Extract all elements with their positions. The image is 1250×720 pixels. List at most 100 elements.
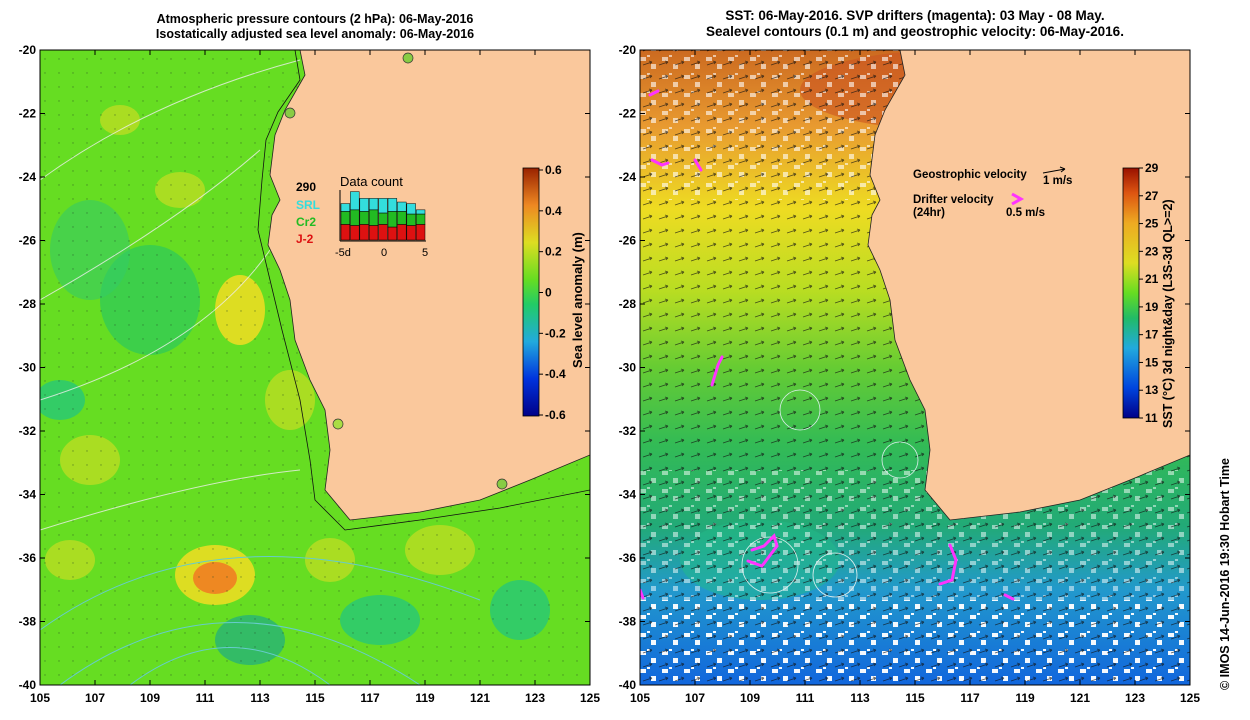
right-title: SST: 06-May-2016. SVP drifters (magenta)… <box>640 8 1190 40</box>
sst-colorbar-label: SST (°C) 3d night&day (L3S-3d QL>=2) <box>1161 199 1175 428</box>
count-bar-j2 <box>415 224 426 241</box>
right-lon-tick: 125 <box>1180 691 1200 705</box>
data-count-bars <box>340 191 426 241</box>
count-bar-srl <box>378 198 388 214</box>
axis-ticks: -20 -22 -24 -26 -28 -30 -32 -34 -36 -38 -40 105 107 1… <box>19 43 1201 705</box>
drifter-velocity-speed: 0.5 m/s <box>1006 207 1045 219</box>
left-title: Atmospheric pressure contours (2 hPa): 0… <box>40 12 590 42</box>
left-lat-tick: -20 <box>19 43 37 57</box>
geo-velocity-label: Geostrophic velocity <box>913 169 1027 181</box>
left-lat-tick: -36 <box>19 551 37 565</box>
count-bar-srl <box>368 198 379 211</box>
count-bar-j2 <box>387 226 398 241</box>
left-lat-tick: -32 <box>19 424 37 438</box>
sst-colorbar-tick: 29 <box>1145 161 1159 175</box>
sla-colorbar-tick: -0.2 <box>545 326 566 340</box>
sst-colorbar-tick: 13 <box>1145 383 1159 397</box>
left-lat-tick: -22 <box>19 107 37 121</box>
drifter-velocity-label: Drifter velocity <box>913 194 994 206</box>
sla-colorbar-label: Sea level anomaly (m) <box>570 232 585 368</box>
sla-colorbar-tick: -0.4 <box>545 367 566 381</box>
right-lon-tick: 107 <box>685 691 705 705</box>
geo-velocity-speed: 1 m/s <box>1043 175 1072 187</box>
right-lat-tick: -28 <box>619 297 637 311</box>
sst-map <box>640 50 1190 685</box>
right-lat-tick: -20 <box>619 43 637 57</box>
geo-velocity-arrow-icon <box>1042 166 1066 174</box>
count-bar-srl <box>397 201 407 212</box>
left-lon-tick: 107 <box>85 691 105 705</box>
count-bar-cr2 <box>406 213 416 226</box>
count-bar-j2 <box>378 224 388 241</box>
left-lat-tick: -28 <box>19 297 37 311</box>
right-lon-tick: 123 <box>1125 691 1145 705</box>
tide-gauge-marker <box>332 418 344 430</box>
legend-srl: SRL <box>296 198 320 212</box>
count-bar-srl <box>359 198 369 212</box>
count-bar-j2 <box>406 225 416 241</box>
tide-gauge-marker <box>402 52 414 64</box>
sla-colorbar-tick: 0.2 <box>545 245 562 259</box>
left-lon-tick: 109 <box>140 691 160 705</box>
right-lon-tick: 105 <box>630 691 650 705</box>
sst-colorbar-tick: 23 <box>1145 244 1159 258</box>
right-lat-tick: -22 <box>619 107 637 121</box>
count-bar-cr2 <box>397 211 407 225</box>
sst-colorbar: 29 27 25 23 21 19 17 15 13 11 SST (°C) 3d night&d… <box>1122 161 1175 428</box>
drifter-arrow-icon <box>1011 192 1025 206</box>
data-count-title: Data count <box>340 174 403 189</box>
left-lat-tick: -34 <box>19 488 37 502</box>
left-lon-tick: 115 <box>305 691 325 705</box>
right-lat-tick: -38 <box>619 615 637 629</box>
sla-colorbar: 0.6 0.4 0.2 0 -0.2 -0.4 -0.6 Sea level anomaly… <box>522 163 585 422</box>
data-count-max: 290 <box>296 180 316 194</box>
imos-credit: © IMOS 14-Jun-2016 19:30 Hobart Time <box>1218 458 1232 690</box>
count-bar-j2 <box>397 224 407 241</box>
right-lon-tick: 115 <box>905 691 925 705</box>
right-lat-tick: -32 <box>619 424 637 438</box>
count-bar-srl <box>387 198 398 212</box>
left-lon-tick: 117 <box>360 691 380 705</box>
drifter-velocity-sub: (24hr) <box>913 207 945 219</box>
count-bar-cr2 <box>340 211 351 225</box>
data-count-inset: 290 Data count SRL Cr2 J-2 -5d 0 5 <box>296 174 428 259</box>
velocity-legend: Geostrophic velocity 1 m/s Drifter veloc… <box>913 166 1072 219</box>
left-lon-tick: 113 <box>250 691 270 705</box>
right-title-line2: Sealevel contours (0.1 m) and geostrophi… <box>706 24 1124 39</box>
australia-land-right <box>867 50 1190 521</box>
count-tick-5: 5 <box>422 247 428 259</box>
left-title-line1: Atmospheric pressure contours (2 hPa): 0… <box>156 12 474 26</box>
sst-colorbar-tick: 15 <box>1145 355 1159 369</box>
count-bar-j2 <box>359 224 369 241</box>
right-lon-tick: 121 <box>1070 691 1090 705</box>
sst-colorbar-tick: 21 <box>1145 272 1159 286</box>
left-lon-tick: 121 <box>470 691 490 705</box>
count-bar-srl <box>415 209 426 215</box>
count-bar-j2 <box>350 225 360 241</box>
legend-j2: J-2 <box>296 232 314 246</box>
tide-gauge-marker <box>496 478 508 490</box>
right-lon-tick: 111 <box>796 691 815 705</box>
count-bar-srl <box>340 203 351 212</box>
left-lat-tick: -30 <box>19 361 37 375</box>
left-lat-tick: -26 <box>19 234 37 248</box>
sla-colorbar-tick: 0.4 <box>545 204 562 218</box>
count-tick-minus5: -5d <box>335 247 351 259</box>
left-lon-tick: 111 <box>196 691 215 705</box>
left-lon-tick: 119 <box>415 691 435 705</box>
sst-colorbar-tick: 11 <box>1145 411 1158 425</box>
count-bar-j2 <box>368 225 379 241</box>
right-lat-tick: -24 <box>619 170 637 184</box>
count-tick-0: 0 <box>381 247 387 259</box>
sst-colorbar-tick: 17 <box>1145 328 1159 342</box>
sla-colorbar-tick: -0.6 <box>545 408 566 422</box>
count-bar-j2 <box>340 224 351 241</box>
left-lat-tick: -24 <box>19 170 37 184</box>
count-bar-cr2 <box>368 209 379 226</box>
count-bar-cr2 <box>378 212 388 225</box>
left-lat-tick: -40 <box>19 678 37 692</box>
left-lon-tick: 123 <box>525 691 545 705</box>
right-title-line1: SST: 06-May-2016. SVP drifters (magenta)… <box>725 8 1105 23</box>
legend-cr2: Cr2 <box>296 215 316 229</box>
